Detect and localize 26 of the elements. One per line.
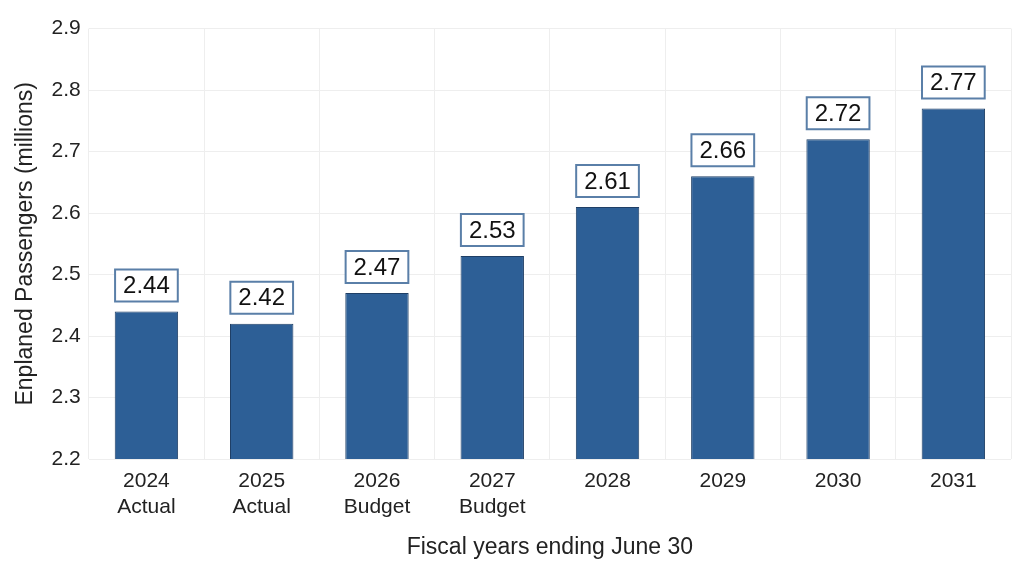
data-label: 2.44 (123, 271, 170, 299)
x-tick-label: 2024 Actual (117, 468, 176, 517)
y-tick-label: 2.8 (51, 76, 81, 100)
x-tick-label: 2031 (930, 468, 977, 492)
x-tick-label: 2027 Budget (458, 468, 526, 517)
y-tick-label: 2.7 (51, 138, 81, 162)
data-label: 2.72 (814, 98, 862, 126)
data-label: 2.61 (584, 166, 631, 194)
data-label: 2.77 (930, 68, 977, 96)
data-label: 2.66 (699, 135, 747, 163)
y-tick-label: 2.2 (51, 445, 81, 469)
x-axis-title: Fiscal years ending June 30 (406, 532, 694, 559)
x-tick-label: 2029 (699, 468, 747, 492)
x-tick-label: 2030 (814, 468, 862, 492)
x-tick-label: 2025 Actual (232, 468, 291, 517)
y-tick-label: 2.9 (51, 15, 81, 39)
x-tick-label: 2028 (584, 468, 631, 492)
y-tick-label: 2.6 (51, 199, 81, 223)
data-label: 2.53 (468, 215, 516, 243)
y-axis-title: Enplaned Passengers (millions) (11, 82, 38, 406)
x-tick-label: 2026 Budget (343, 468, 411, 517)
data-label: 2.42 (238, 283, 286, 311)
y-tick-label: 2.5 (51, 261, 81, 285)
data-label: 2.47 (353, 252, 401, 280)
y-tick-label: 2.4 (51, 322, 82, 346)
y-tick-label: 2.3 (51, 384, 81, 408)
